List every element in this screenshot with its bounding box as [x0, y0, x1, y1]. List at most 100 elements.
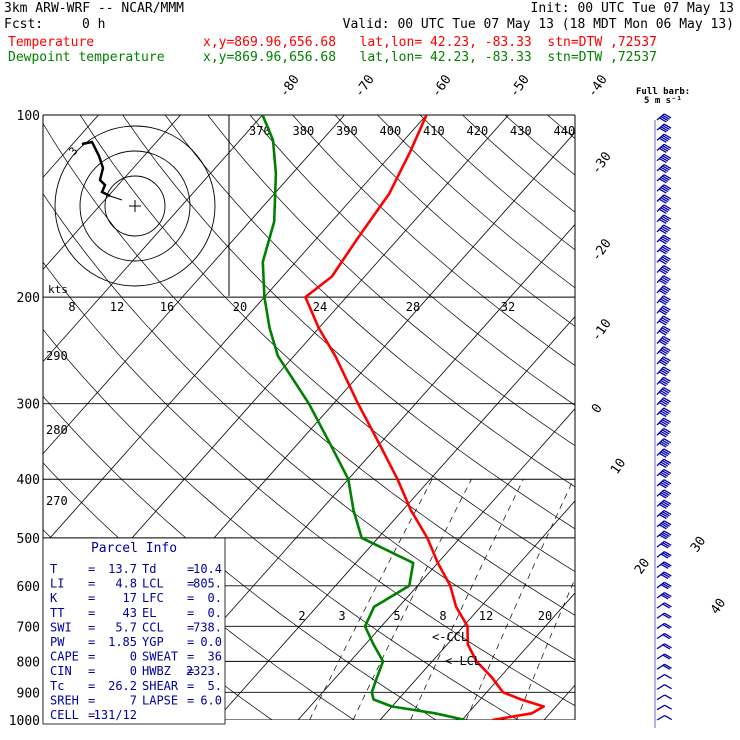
parcel-cell: 0.: [208, 606, 222, 620]
wind-barb-flag: [660, 420, 669, 426]
parcel-cell: =: [88, 606, 95, 620]
wind-barb-flag: [662, 531, 670, 537]
wind-barb-flag: [658, 381, 667, 387]
wind-barb-flag: [663, 113, 672, 119]
wind-barb: [656, 204, 672, 214]
parcel-cell: LI: [50, 577, 64, 591]
wind-barb-flag: [660, 176, 669, 183]
wind-barb-flag: [662, 501, 670, 507]
wind-barb-flag: [660, 400, 669, 406]
temperature-trace: [304, 115, 546, 720]
wind-barb-flag: [660, 217, 669, 223]
ccl-marker: <-CCL: [432, 630, 468, 644]
wind-barb-flag: [659, 524, 667, 530]
wind-barb-flag: [660, 563, 669, 569]
wind-barb-flag: [658, 310, 667, 316]
isotherm-line: [43, 115, 345, 455]
wind-barb-flag: [659, 168, 667, 174]
wind-barb-shaft: [656, 704, 665, 711]
wind-barb-flag: [662, 134, 670, 141]
wind-barb-flag: [663, 153, 672, 160]
hodograph-ring-label: 24: [313, 300, 327, 314]
wind-barb: [656, 275, 671, 285]
theta-label: 290: [46, 349, 68, 363]
pressure-tick-label: 100: [17, 109, 40, 124]
wind-barb-flag: [658, 239, 667, 245]
wind-barb-flag: [662, 644, 671, 650]
wind-barb-flag: [658, 350, 667, 357]
isotherm-label: -50: [507, 72, 533, 100]
hodograph-ring-label: 16: [160, 300, 174, 314]
parcel-cell: 43: [123, 606, 137, 620]
wind-barb-flag: [660, 288, 668, 294]
wind-barb-flag: [658, 269, 667, 275]
wind-barb-flag: [660, 156, 669, 162]
wind-barb-flag: [662, 145, 670, 151]
isotherm-label: -60: [429, 72, 455, 100]
theta-label: 370: [249, 124, 271, 138]
mixing-ratio-line: [410, 479, 524, 720]
wind-barb-flag: [662, 664, 671, 670]
parcel-cell: T: [50, 562, 57, 576]
wind-barb-flag: [660, 146, 669, 152]
wind-barb-flag: [658, 279, 667, 285]
parcel-cell: =: [88, 562, 95, 576]
wind-barb: [656, 174, 672, 184]
wind-barb-flag: [664, 602, 672, 608]
wind-barb-flag: [660, 116, 669, 122]
wind-barb: [656, 417, 671, 428]
wind-barb-flag: [661, 256, 670, 262]
wind-barb-flag: [663, 479, 672, 485]
wind-barb: [656, 643, 672, 650]
dewpoint-legend: Dewpoint temperature: [8, 50, 165, 65]
hodograph-vector: [109, 195, 123, 201]
wind-barb-flag: [662, 195, 670, 201]
wind-barb: [656, 133, 672, 143]
wind-barb-flag: [660, 379, 668, 385]
wind-barb: [656, 184, 672, 194]
wind-barb-flag: [664, 592, 672, 598]
wind-barb-flag: [662, 114, 670, 120]
wind-barb-flag: [663, 407, 671, 413]
parcel-cell: =: [187, 693, 194, 707]
theta-label: 390: [336, 124, 358, 138]
isotherm-line: [708, 115, 740, 720]
wind-barb: [656, 489, 672, 499]
wind-barb-flag: [659, 178, 667, 184]
wind-barb-flag: [660, 481, 669, 488]
wind-barb-flag: [664, 643, 672, 649]
wind-barb-flag: [662, 490, 670, 496]
wind-barb-flag: [662, 480, 670, 486]
hodograph-ring-label: 20: [233, 300, 247, 314]
pressure-tick-label: 600: [17, 580, 40, 595]
wind-barb-flag: [662, 603, 671, 609]
wind-barb-flag: [660, 584, 669, 590]
parcel-cell: SWEAT: [142, 650, 178, 664]
wind-barb: [656, 376, 671, 387]
wind-barb: [656, 153, 672, 164]
pressure-tick-label: 1000: [9, 714, 40, 729]
wind-barb-flag: [658, 330, 667, 336]
parcel-cell: =: [187, 664, 194, 678]
wind-barb: [656, 520, 672, 530]
wind-barb-flag: [661, 408, 670, 415]
parcel-cell: CELL: [50, 708, 79, 722]
wind-barb: [656, 366, 671, 377]
hodograph-ring-label: 8: [68, 300, 75, 314]
mixing-ratio-label: 3: [338, 609, 345, 623]
theta-label: 270: [46, 494, 68, 508]
wind-barb-flag: [661, 327, 670, 333]
wind-barb-flag: [661, 236, 670, 242]
wind-barb-flag: [658, 289, 667, 296]
wind-barb-flag: [662, 470, 670, 476]
wind-barb-flag: [662, 165, 670, 171]
wind-barb: [656, 356, 671, 367]
wind-barb-flag: [660, 512, 669, 518]
dry-adiabat-line: [547, 115, 575, 140]
pressure-tick-label: 700: [17, 620, 40, 635]
wind-barb-flag: [663, 184, 672, 190]
wind-barb-flag: [660, 461, 669, 467]
wind-barb-flag: [658, 422, 667, 428]
parcel-cell: LCL: [142, 577, 164, 591]
parcel-cell: =: [88, 693, 95, 707]
